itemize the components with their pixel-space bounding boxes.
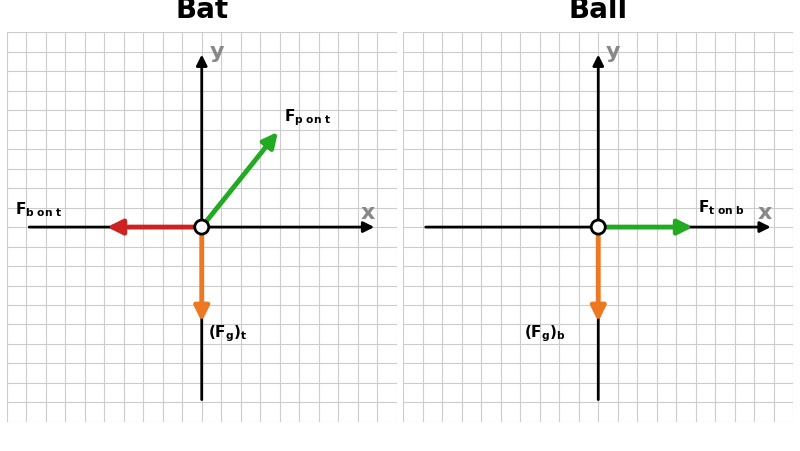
- Text: $\mathbf{(F_g)_t}$: $\mathbf{(F_g)_t}$: [207, 323, 247, 344]
- Title: Ball: Ball: [569, 0, 628, 24]
- Circle shape: [194, 220, 209, 234]
- Text: y: y: [606, 41, 621, 62]
- Text: $\mathbf{(F_g)_b}$: $\mathbf{(F_g)_b}$: [524, 323, 566, 344]
- Text: y: y: [210, 41, 224, 62]
- Title: Bat: Bat: [175, 0, 228, 24]
- Text: $\mathbf{F_{p\ on\ t}}$: $\mathbf{F_{p\ on\ t}}$: [283, 107, 330, 128]
- Text: $\mathbf{F_{t\ on\ b}}$: $\mathbf{F_{t\ on\ b}}$: [698, 198, 744, 217]
- Text: x: x: [758, 202, 772, 222]
- Circle shape: [591, 220, 606, 234]
- Text: $\mathbf{F_{b\ on\ t}}$: $\mathbf{F_{b\ on\ t}}$: [14, 201, 62, 219]
- Text: x: x: [361, 202, 375, 222]
